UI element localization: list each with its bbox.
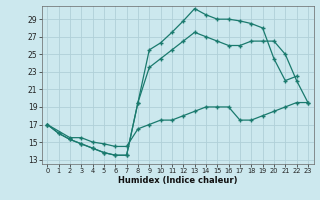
X-axis label: Humidex (Indice chaleur): Humidex (Indice chaleur) (118, 176, 237, 185)
